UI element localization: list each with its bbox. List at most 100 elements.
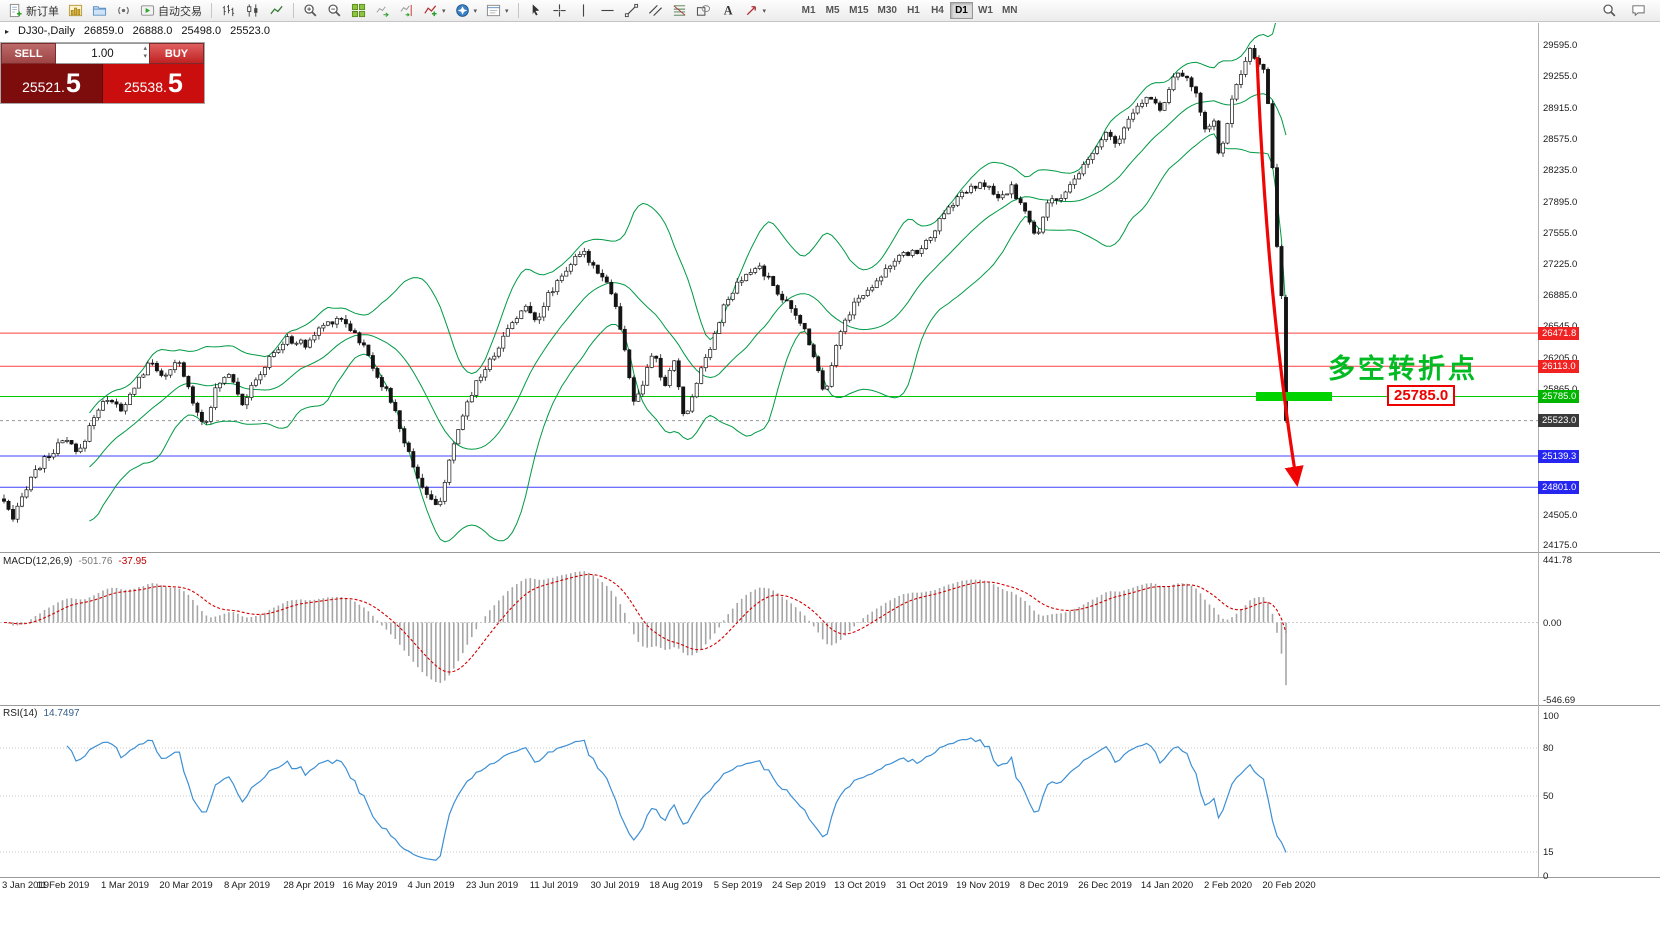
bar-chart-button[interactable] bbox=[217, 1, 240, 21]
low-value: 25498.0 bbox=[181, 25, 222, 37]
sell-price[interactable]: 25521. 5 bbox=[1, 64, 103, 103]
trendline-tool-button[interactable] bbox=[620, 1, 643, 21]
arrows-tool-button[interactable]: ▾ bbox=[740, 1, 771, 21]
date-axis-label: 2 Feb 2020 bbox=[1203, 880, 1253, 891]
toolbar-separator bbox=[293, 3, 294, 18]
turning-point-highlight[interactable] bbox=[1256, 392, 1332, 401]
buy-button[interactable]: BUY bbox=[149, 43, 204, 64]
price-axis-label: 29595.0 bbox=[1543, 40, 1578, 51]
date-axis-label: 5 Sep 2019 bbox=[713, 880, 763, 891]
trade-prices-row: 25521. 5 25538. 5 bbox=[1, 64, 204, 103]
rsi-line bbox=[66, 737, 1287, 861]
candlestick-chart-button[interactable] bbox=[241, 1, 264, 21]
autotrading-play-icon bbox=[140, 5, 155, 16]
new-order-button[interactable]: 新订单 bbox=[4, 1, 63, 21]
dropdown-caret-icon: ▾ bbox=[473, 7, 478, 15]
text-tool-button[interactable]: A bbox=[716, 1, 739, 21]
timeframe-h1[interactable]: H1 bbox=[902, 2, 925, 19]
navigator-button[interactable]: ▾ bbox=[451, 1, 482, 21]
timeframe-mn[interactable]: MN bbox=[998, 2, 1022, 19]
autoscroll-button[interactable] bbox=[371, 1, 394, 21]
rsi-axis-label: 15 bbox=[1543, 847, 1554, 858]
search-button[interactable] bbox=[1598, 1, 1621, 21]
date-axis-label: 19 Nov 2019 bbox=[956, 880, 1010, 891]
cursor-tool-button[interactable] bbox=[524, 1, 547, 21]
indicators-button[interactable]: ▾ bbox=[419, 1, 450, 21]
arrows-tool-icon bbox=[746, 6, 756, 16]
timeframe-m1[interactable]: M1 bbox=[797, 2, 820, 19]
price-axis-tag: 26471.8 bbox=[1538, 327, 1580, 340]
volume-input[interactable]: 1.00 ▴ ▾ bbox=[56, 43, 149, 64]
sell-button[interactable]: SELL bbox=[1, 43, 56, 64]
tile-windows-button[interactable] bbox=[347, 1, 370, 21]
chat-button[interactable] bbox=[1627, 1, 1650, 21]
price-axis-tag: 25785.0 bbox=[1538, 390, 1580, 403]
chat-icon bbox=[1632, 5, 1645, 17]
macd-axis-label: -546.69 bbox=[1543, 695, 1576, 706]
horizontal-line-tool-button[interactable] bbox=[596, 1, 619, 21]
channel-icon bbox=[648, 4, 662, 17]
zoom-out-button[interactable] bbox=[323, 1, 346, 21]
price-axis-label: 28915.0 bbox=[1543, 103, 1578, 114]
zoom-in-button[interactable] bbox=[299, 1, 322, 21]
timeframe-toolbar: M1 M5 M15 M30 H1 H4 D1 W1 MN bbox=[797, 2, 1021, 19]
price-axis-label: 24175.0 bbox=[1543, 540, 1578, 551]
shapes-tool-button[interactable] bbox=[692, 1, 715, 21]
macd-axis-label: 0.00 bbox=[1543, 618, 1562, 629]
date-axis-label: 16 May 2019 bbox=[342, 880, 398, 891]
stepper-down-icon[interactable]: ▾ bbox=[143, 53, 147, 60]
horizontal-level-lines bbox=[0, 332, 1538, 488]
tile-windows-icon bbox=[351, 3, 366, 18]
volume-stepper[interactable]: ▴ ▾ bbox=[143, 45, 147, 61]
cursor-icon bbox=[532, 4, 539, 16]
date-axis-label: 1 Mar 2019 bbox=[100, 880, 150, 891]
price-target-annotation[interactable]: 25785.0 bbox=[1387, 385, 1456, 406]
date-axis-label: 8 Apr 2019 bbox=[224, 880, 270, 891]
chart-shift-button[interactable] bbox=[395, 1, 418, 21]
templates-button[interactable]: ▾ bbox=[482, 1, 513, 21]
buy-price[interactable]: 25538. 5 bbox=[103, 64, 204, 103]
timeframe-m30[interactable]: M30 bbox=[874, 2, 901, 19]
chart-info-line: ▸ DJ30-,Daily 26859.0 26888.0 25498.0 25… bbox=[5, 25, 270, 37]
text-tool-icon: A bbox=[723, 4, 732, 18]
toolbar-right-group bbox=[1598, 1, 1650, 21]
date-axis-label: 11 Feb 2019 bbox=[36, 880, 90, 891]
crosshair-tool-button[interactable] bbox=[548, 1, 571, 21]
dropdown-caret-icon: ▾ bbox=[505, 7, 509, 15]
date-axis-label: 24 Sep 2019 bbox=[772, 880, 826, 891]
symbol-collapse-icon[interactable]: ▸ bbox=[5, 26, 10, 36]
macd-histogram bbox=[7, 571, 1287, 686]
line-chart-button[interactable] bbox=[265, 1, 288, 21]
price-axis-label: 26205.0 bbox=[1543, 353, 1578, 364]
timeframe-w1[interactable]: W1 bbox=[974, 2, 997, 19]
date-axis-label: 31 Oct 2019 bbox=[896, 880, 948, 891]
profiles-button[interactable] bbox=[88, 1, 111, 21]
chart-profile-button[interactable] bbox=[64, 1, 87, 21]
fibonacci-tool-button[interactable] bbox=[668, 1, 691, 21]
timeframe-m15[interactable]: M15 bbox=[845, 2, 872, 19]
projection-arrow[interactable] bbox=[1255, 56, 1304, 488]
autoscroll-icon bbox=[376, 6, 389, 17]
turning-point-annotation[interactable]: 多空转折点 bbox=[1328, 354, 1478, 384]
macd-signal-line bbox=[3, 573, 1287, 673]
timeframe-h4[interactable]: H4 bbox=[926, 2, 949, 19]
timeframe-d1[interactable]: D1 bbox=[949, 2, 973, 19]
price-axis-tag: 25139.3 bbox=[1538, 450, 1580, 463]
vertical-line-icon bbox=[582, 4, 584, 17]
price-axis-label: 26885.0 bbox=[1543, 290, 1578, 301]
date-axis-label: 13 Oct 2019 bbox=[834, 880, 886, 891]
macd-label-row: MACD(12,26,9) -501.76 -37.95 bbox=[3, 556, 147, 567]
notification-button[interactable] bbox=[112, 1, 135, 21]
stepper-up-icon[interactable]: ▴ bbox=[143, 45, 147, 52]
vertical-line-tool-button[interactable] bbox=[572, 1, 595, 21]
zoom-out-icon bbox=[328, 4, 341, 17]
open-value: 26859.0 bbox=[83, 25, 124, 37]
autotrading-button[interactable]: 自动交易 bbox=[136, 1, 206, 21]
timeframe-m5[interactable]: M5 bbox=[821, 2, 844, 19]
price-axis-label: 28575.0 bbox=[1543, 134, 1578, 145]
trendline-icon bbox=[624, 3, 638, 18]
channel-tool-button[interactable] bbox=[644, 1, 667, 21]
indicators-icon bbox=[424, 5, 437, 17]
